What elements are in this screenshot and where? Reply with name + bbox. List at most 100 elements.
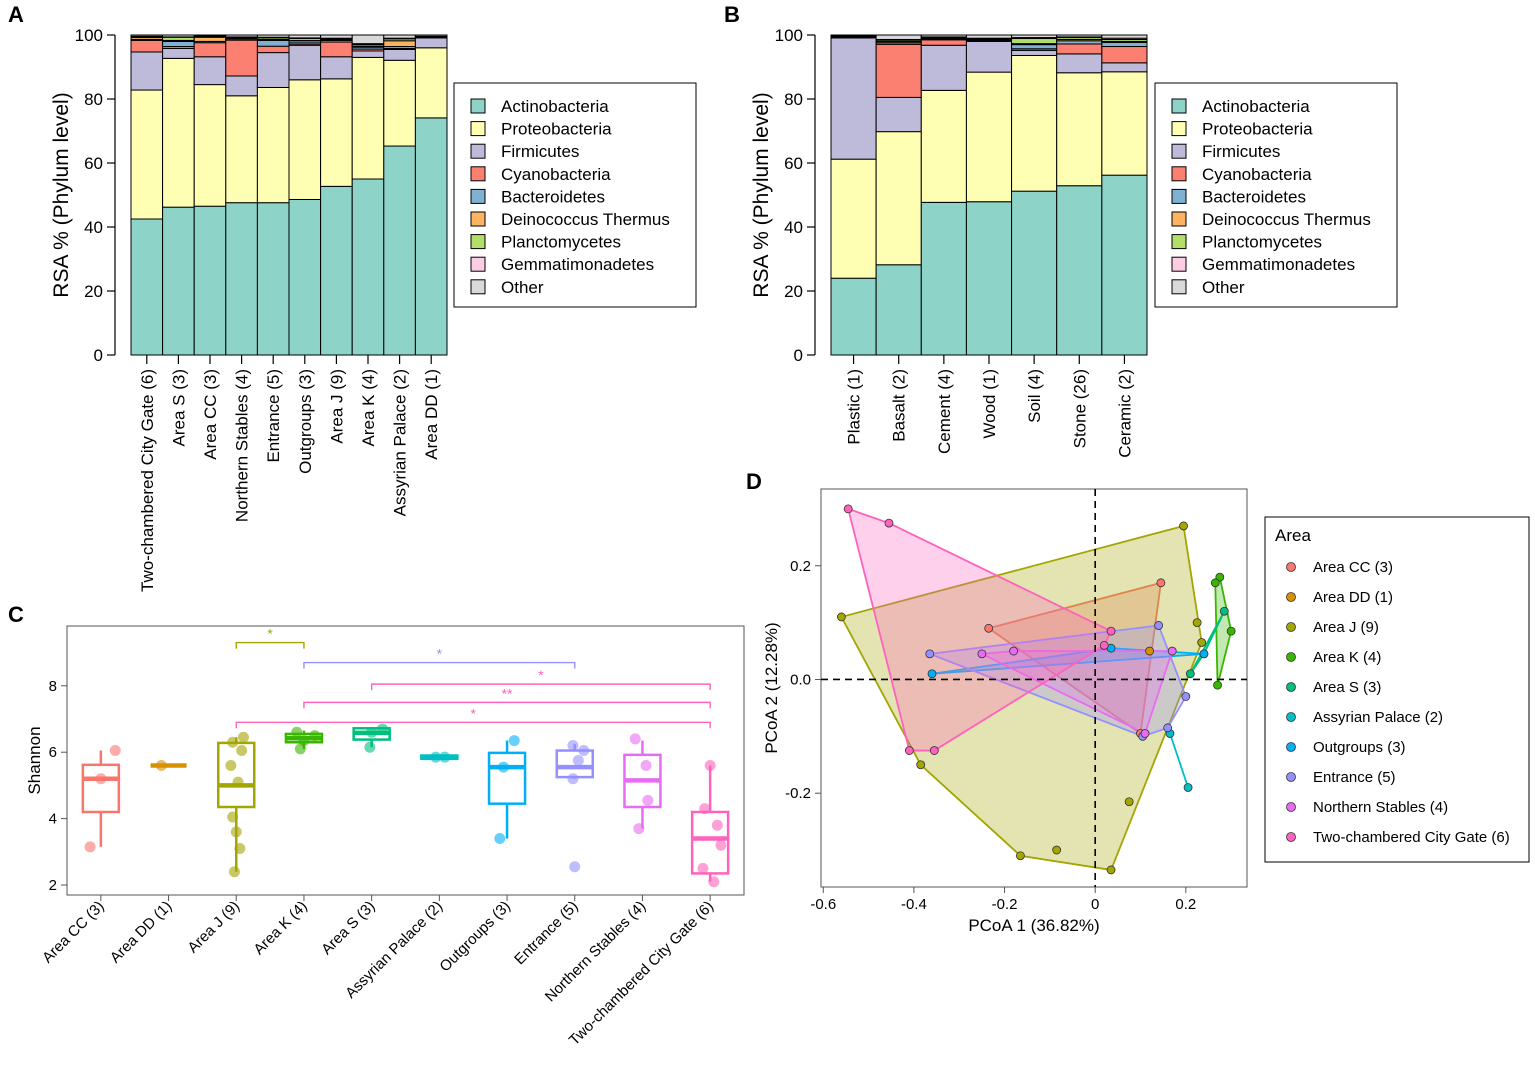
data-point (1181, 692, 1191, 701)
bar-segment (965, 40, 1013, 73)
data-point (1052, 845, 1062, 855)
x-tick-label: Entrance (5) (511, 898, 581, 968)
data-point (155, 759, 167, 771)
legend-swatch (470, 143, 486, 159)
data-point (364, 741, 376, 753)
y-tick-label: 60 (84, 154, 103, 173)
bar-segment (288, 79, 322, 200)
legend-label: Gemmatimonadetes (501, 255, 654, 274)
x-tick-label: Area CC (3) (39, 898, 108, 967)
legend-label: Actinobacteria (501, 97, 609, 116)
legend-swatch (1171, 98, 1187, 114)
significance-bracket (370, 683, 711, 691)
data-point (567, 740, 579, 752)
legend-label: Two-chambered City Gate (6) (1313, 829, 1510, 846)
x-tick-label: Outgroups (3) (296, 369, 315, 474)
bar-segment (130, 218, 164, 356)
bar-segment (130, 39, 164, 53)
bar-segment (256, 45, 290, 54)
legend-title: Area (1275, 526, 1311, 545)
x-tick-label: Northern Stables (4) (233, 369, 252, 522)
legend-swatch (1171, 188, 1187, 204)
x-tick-label: Area K (4) (359, 369, 378, 446)
bar-segment (830, 158, 877, 279)
bar-segment (225, 75, 258, 97)
bar-segment (320, 78, 353, 187)
legend-label: Entrance (5) (1313, 769, 1396, 786)
data-point (1156, 578, 1166, 588)
panel-label-c: C (8, 602, 24, 627)
bar-segment (193, 36, 227, 42)
panel-a-stacked-bar-chart: 0 20 40 60 80 100 RSA % (Phylum level) Two-cham… (50, 26, 697, 592)
data-point (109, 745, 121, 757)
y-tick-label: 20 (84, 282, 103, 301)
data-point (225, 759, 237, 771)
bar-segment (830, 34, 877, 37)
legend-swatch (470, 279, 486, 295)
bar-segment (875, 131, 922, 266)
data-point (1124, 797, 1134, 807)
y-tick-label: 0.2 (790, 558, 811, 575)
data-point (984, 623, 994, 633)
data-point (497, 761, 509, 773)
bar-segment (1011, 38, 1058, 45)
data-point (1106, 626, 1116, 636)
x-tick-label: Area DD (1) (107, 898, 176, 967)
y-tick-label: 8 (49, 678, 57, 695)
bar-segment (920, 34, 967, 38)
legend-swatch (470, 166, 486, 182)
bar-segment (351, 56, 385, 180)
data-point (640, 759, 652, 771)
legend-label: Firmicutes (501, 142, 579, 161)
bar-segment (130, 51, 164, 91)
data-point (1183, 783, 1193, 792)
panel-c-box-plot: 2 4 6 8 Shannon Area CC (3) Area DD (1) Area J … (25, 625, 745, 1049)
bar-segment (1101, 41, 1148, 48)
bar-segment (193, 42, 227, 58)
x-tick-label: Soil (4) (1025, 369, 1044, 423)
legend-swatch (1286, 742, 1296, 752)
bar-segment (162, 57, 195, 208)
data-point (1145, 646, 1154, 656)
x-tick-label: Two-chambered City Gate (6) (138, 369, 157, 592)
bar-segment (965, 34, 1013, 39)
bar-segment (875, 34, 922, 40)
data-point (298, 735, 310, 747)
legend-label: Cyanobacteria (501, 165, 611, 184)
significance-label: * (470, 705, 476, 721)
legend-label: Proteobacteria (501, 120, 612, 139)
bar-segment (414, 117, 448, 356)
y-tick-label: -0.2 (785, 785, 811, 802)
legend-label: Proteobacteria (1202, 120, 1313, 139)
bar-segment (320, 185, 353, 356)
bar-segment (288, 34, 322, 39)
legend-swatch (1286, 622, 1296, 632)
legend-label: Area DD (1) (1313, 589, 1393, 606)
data-point (1226, 626, 1236, 636)
x-tick-label: Area J (9) (327, 369, 346, 444)
data-point (633, 823, 645, 835)
legend-swatch (470, 211, 486, 227)
bar-segment (875, 96, 922, 133)
bar-segment (383, 34, 416, 39)
legend-swatch (1171, 279, 1187, 295)
bar-segment (414, 47, 448, 119)
y-tick-label: 80 (84, 90, 103, 109)
data-point (572, 755, 584, 766)
x-tick-label: Entrance (5) (264, 369, 283, 463)
legend-label: Bacteroidetes (1202, 187, 1306, 206)
bar-segment (193, 34, 227, 37)
x-tick-label: Basalt (2) (890, 369, 909, 442)
x-tick-label: 0.2 (1175, 896, 1196, 913)
data-point (234, 843, 246, 855)
legend-label: Gemmatimonadetes (1202, 255, 1355, 274)
data-point (508, 735, 520, 747)
x-tick-label: 0 (1091, 896, 1099, 913)
significance-bracket (303, 701, 711, 709)
data-point (227, 736, 239, 748)
legend-label: Planctomycetes (1202, 233, 1322, 252)
data-point (1163, 723, 1173, 733)
bar-segment (256, 52, 290, 88)
legend-swatch (470, 98, 486, 114)
bar-segment (383, 145, 416, 356)
